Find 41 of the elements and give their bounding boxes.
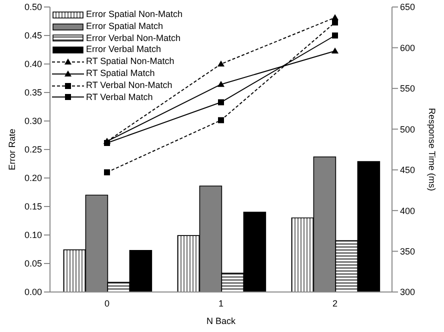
- point: [218, 80, 224, 87]
- legend-label: RT Spatial Non-Match: [86, 56, 174, 68]
- legend-label: RT Verbal Match: [86, 92, 153, 104]
- y-tick-label: 0.10: [24, 230, 42, 240]
- y-tick-label: 0.05: [24, 258, 42, 269]
- y2-tick-label: 600: [400, 42, 416, 53]
- x-tick-label: 0: [104, 298, 110, 308]
- x-tick-label: 1: [218, 298, 224, 308]
- y2-tick-label: 450: [400, 165, 416, 176]
- y-tick-label: 0.45: [24, 30, 42, 41]
- y2-tick-label: 300: [400, 287, 416, 298]
- y-tick-label: 0.25: [24, 144, 42, 155]
- y-tick-label: 0.40: [24, 59, 42, 70]
- legend-label: Error Verbal Non-Match: [86, 32, 181, 44]
- x-axis-title: N Back: [206, 316, 236, 326]
- y-tick-label: 0.20: [24, 173, 42, 184]
- legend-label: Error Verbal Match: [86, 44, 162, 56]
- y-tick-label: 0.35: [24, 88, 42, 98]
- point: [104, 169, 110, 176]
- y-tick-label: 0.50: [24, 2, 42, 12]
- point: [218, 99, 224, 106]
- y-tick-label: 0.15: [24, 202, 42, 212]
- legend-label: Error Spatial Non-Match: [86, 9, 183, 21]
- point: [104, 140, 110, 146]
- x-tick-label: 2: [332, 298, 338, 308]
- y2-tick-label: 500: [400, 124, 416, 134]
- y-axis-title: Error Rate: [7, 128, 18, 170]
- y-tick-label: 0.30: [24, 116, 42, 126]
- point: [218, 117, 224, 124]
- y2-tick-label: 400: [400, 206, 416, 216]
- y2-tick-label: 350: [400, 246, 416, 256]
- legend-label: Error Spatial Match: [86, 20, 164, 33]
- y2-tick-label: 550: [400, 84, 416, 94]
- point: [218, 60, 224, 66]
- y2-axis-title: Response Time (ms): [426, 108, 437, 192]
- legend-label: RT Spatial Match: [86, 68, 155, 80]
- legend-label: RT Verbal Non-Match: [86, 80, 172, 92]
- point: [332, 32, 338, 38]
- point: [332, 47, 338, 54]
- y2-tick-label: 650: [400, 2, 416, 12]
- y-tick-label: 0.00: [24, 287, 42, 298]
